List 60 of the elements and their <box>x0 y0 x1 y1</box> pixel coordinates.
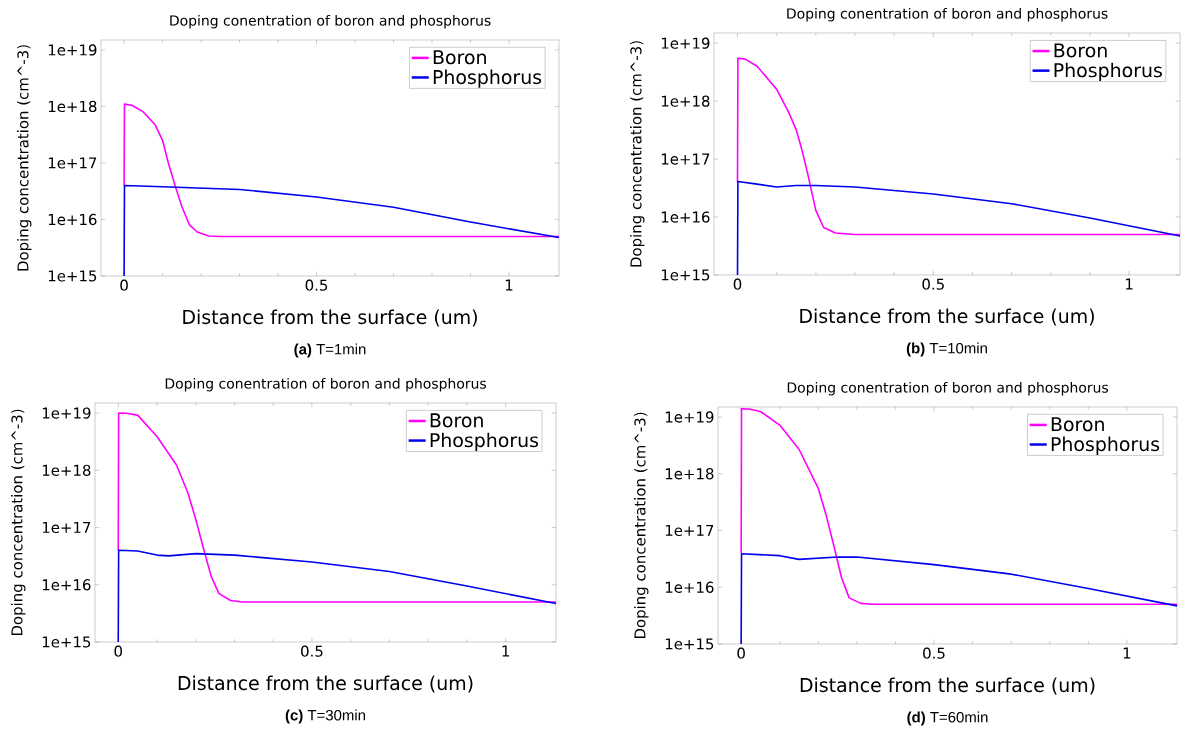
x-tick-label: 0.5 <box>922 278 944 290</box>
line-series <box>736 180 1181 276</box>
y-tick-label: 1e+18 <box>42 464 91 476</box>
x-tick-label: 1 <box>502 645 510 657</box>
legend-label: Phosphorus <box>1051 436 1160 455</box>
legend-label: Phosphorus <box>433 69 542 88</box>
x-axis-title: Distance from the surface (um) <box>183 309 477 327</box>
y-tick-label: 1e+17 <box>661 153 710 165</box>
y-tick-label: 1e+18 <box>48 100 97 113</box>
y-axis-title: Doping concentration (cm^-3) <box>634 412 649 639</box>
y-tick-label: 1e+15 <box>665 638 714 650</box>
y-tick-label: 1e+19 <box>42 407 91 419</box>
x-tick-label: 0.5 <box>923 647 945 659</box>
text: (c) T=30min <box>285 709 366 724</box>
text: (d) T=60min <box>907 711 988 726</box>
legend-label: Boron <box>433 50 486 65</box>
line-series <box>740 552 1178 645</box>
y-tick-label: 1e+15 <box>48 270 97 282</box>
legend-label: Phosphorus <box>1054 62 1162 82</box>
x-tick-label: 1 <box>1125 278 1133 290</box>
y-tick-label: 1e+16 <box>42 579 91 591</box>
x-tick-label: 0.5 <box>301 645 323 657</box>
x-axis-title: Distance from the surface (um) <box>178 675 473 693</box>
chart-title: Doping conentration of boron and phosphorus <box>165 377 486 392</box>
y-tick-label: 1e+15 <box>42 636 91 648</box>
x-tick-label: 0 <box>737 647 745 659</box>
y-axis-title: Doping concentration (cm^-3) <box>17 45 32 271</box>
x-tick-label: 1 <box>505 279 513 291</box>
x-axis-title: Distance from the surface (um) <box>800 308 1094 326</box>
y-tick-label: 1e+15 <box>661 269 710 281</box>
legend-label: Phosphorus <box>430 432 539 451</box>
y-tick-label: 1e+17 <box>48 157 97 169</box>
x-tick-label: 0 <box>114 645 123 657</box>
x-axis-title: Distance from the surface (um) <box>800 677 1095 695</box>
y-tick-label: 1e+16 <box>661 211 710 223</box>
y-axis-title: Doping concentration (cm^-3) <box>630 41 645 267</box>
text: (a) T=1min <box>294 343 366 358</box>
line-series <box>123 184 560 277</box>
chart-title: Doping conentration of boron and phosphorus <box>787 7 1108 22</box>
y-tick-label: 1e+19 <box>661 37 710 49</box>
y-tick-label: 1e+19 <box>48 44 97 56</box>
y-tick-label: 1e+17 <box>665 524 714 537</box>
y-tick-label: 1e+18 <box>665 468 714 480</box>
y-tick-label: 1e+16 <box>665 581 714 593</box>
y-axis-title: Doping concentration (cm^-3) <box>11 409 26 636</box>
chart-title: Doping conentration of boron and phosphorus <box>787 381 1109 396</box>
y-tick-label: 1e+17 <box>42 521 91 534</box>
x-tick-label: 0 <box>733 278 742 290</box>
y-tick-label: 1e+16 <box>48 213 97 226</box>
legend-label: Boron <box>1054 43 1107 58</box>
y-tick-label: 1e+19 <box>665 411 714 423</box>
x-tick-label: 0.5 <box>305 279 328 291</box>
legend-label: Boron <box>1051 417 1104 432</box>
x-tick-label: 1 <box>1123 647 1131 659</box>
chart-title: Doping conentration of boron and phosphorus <box>170 14 491 29</box>
text: (b) T=10min <box>906 342 987 357</box>
line-series <box>117 549 557 643</box>
x-tick-label: 0 <box>120 279 128 291</box>
legend-label: Boron <box>430 413 483 428</box>
y-tick-label: 1e+18 <box>661 95 710 107</box>
